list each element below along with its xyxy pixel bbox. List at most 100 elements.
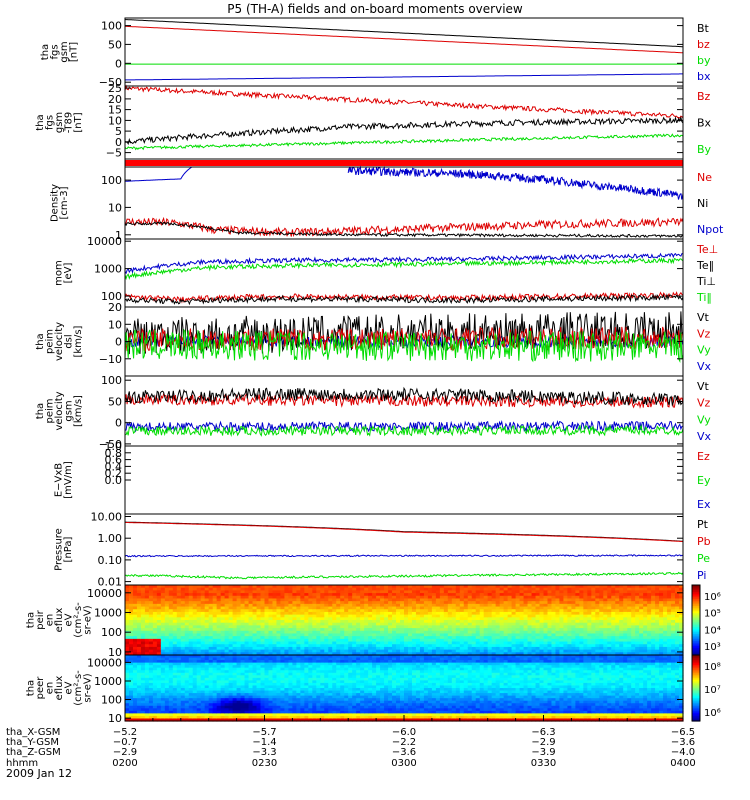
spectrogram-cell	[599, 590, 604, 594]
spectrogram-cell	[503, 620, 509, 624]
spectrogram-cell	[547, 620, 553, 624]
spectrogram-cell	[519, 620, 525, 624]
spectrogram-cell	[400, 644, 405, 648]
spectrogram-cell	[144, 644, 150, 648]
spectrogram-cell	[571, 622, 576, 626]
spectrogram-cell	[220, 718, 226, 722]
spectrogram-cell	[284, 677, 290, 681]
spectrogram-cell	[220, 646, 226, 651]
spectrogram-cell	[655, 606, 660, 610]
spectrogram-cell	[523, 625, 529, 629]
spectrogram-cell	[312, 638, 317, 643]
spectrogram-cell	[228, 680, 234, 684]
spectrogram-cell	[388, 598, 393, 602]
spectrogram-cell	[511, 601, 517, 605]
spectrogram-cell	[547, 611, 553, 616]
spectrogram-cell	[128, 718, 134, 722]
spectrogram-cell	[236, 603, 242, 608]
spectrogram-cell	[503, 636, 509, 640]
spectrogram-cell	[611, 630, 616, 635]
spectrogram-cell	[563, 601, 569, 605]
spectrogram-cell	[272, 680, 278, 684]
spectrogram-cell	[535, 595, 541, 600]
spectrogram-cell	[236, 644, 242, 648]
spectrogram-cell	[651, 652, 656, 656]
spectrogram-cell	[499, 590, 505, 594]
spectrogram-cell	[280, 644, 286, 648]
spectrogram-cell	[260, 644, 266, 648]
spectrogram-cell	[244, 614, 250, 618]
spectrogram-cell	[180, 698, 186, 702]
spectrogram-cell	[451, 649, 457, 653]
spectrogram-cell	[180, 703, 186, 707]
y-axis-label: gsm	[64, 400, 75, 421]
spectrogram-cell	[132, 606, 138, 610]
spectrogram-cell	[212, 606, 218, 610]
spectrogram-cell	[260, 617, 266, 621]
spectrogram-cell	[156, 644, 162, 648]
spectrogram-cell	[140, 715, 146, 720]
spectrogram-cell	[655, 630, 660, 635]
spectrogram-cell	[443, 614, 449, 618]
spectrogram-cell	[152, 601, 158, 605]
spectrogram-cell	[136, 675, 142, 679]
spectrogram-cell	[368, 622, 373, 626]
spectrogram-cell	[547, 590, 553, 594]
spectrogram-cell	[571, 638, 576, 643]
spectrogram-cell	[284, 680, 290, 684]
series-4-line	[124, 424, 684, 437]
spectrogram-cell	[236, 617, 242, 621]
y-axis-label: [nT]	[73, 112, 84, 132]
spectrogram-cell	[615, 638, 620, 643]
spectrogram-cell	[212, 603, 218, 608]
spectrogram-cell	[160, 713, 166, 717]
spectrogram-cell	[356, 587, 361, 591]
spectrogram-cell	[224, 667, 230, 671]
spectrogram-cell	[256, 693, 262, 697]
spectrogram-cell	[240, 700, 246, 704]
spectrogram-cell	[216, 620, 222, 624]
spectrogram-cell	[483, 622, 489, 626]
spectrogram-cell	[276, 675, 282, 679]
spectrogram-cell	[164, 685, 170, 689]
spectrogram-cell	[152, 636, 158, 640]
colorbar-cell	[692, 592, 700, 595]
spectrogram-cell	[160, 630, 166, 635]
spectrogram-cell	[599, 641, 604, 645]
spectrogram-cell	[411, 587, 417, 591]
spectrogram-cell	[125, 713, 130, 717]
spectrogram-cell	[284, 633, 290, 637]
spectrogram-cell	[264, 587, 270, 591]
spectrogram-cell	[583, 598, 588, 602]
spectrogram-cell	[591, 587, 596, 591]
spectrogram-cell	[439, 622, 445, 626]
spectrogram-cell	[515, 585, 521, 589]
spectrogram-cell	[443, 590, 449, 594]
spectrogram-cell	[427, 590, 433, 594]
spectrogram-cell	[360, 614, 365, 618]
spectrogram-cell	[212, 665, 218, 669]
spectrogram-cell	[471, 638, 477, 643]
spectrogram-cell	[252, 620, 258, 624]
spectrogram-cell	[523, 652, 529, 656]
spectrogram-cell	[156, 703, 162, 707]
spectrogram-cell	[228, 644, 234, 648]
spectrogram-cell	[495, 609, 501, 613]
spectrogram-cell	[308, 633, 313, 637]
spectrogram-cell	[276, 665, 282, 669]
spectrogram-cell	[415, 590, 421, 594]
spectrogram-cell	[479, 649, 485, 653]
spectrogram-cell	[344, 649, 349, 653]
spectrogram-cell	[479, 614, 485, 618]
spectrogram-cell	[356, 617, 361, 621]
spectrogram-cell	[232, 609, 238, 613]
spectrogram-cell	[400, 630, 405, 635]
spectrogram-cell	[288, 644, 293, 648]
spectrogram-cell	[280, 652, 286, 656]
spectrogram-cell	[376, 595, 381, 600]
spectrogram-cell	[156, 620, 162, 624]
spectrogram-cell	[192, 630, 198, 635]
spectrogram-cell	[272, 695, 278, 699]
spectrogram-cell	[392, 590, 397, 594]
spectrogram-cell	[220, 715, 226, 720]
